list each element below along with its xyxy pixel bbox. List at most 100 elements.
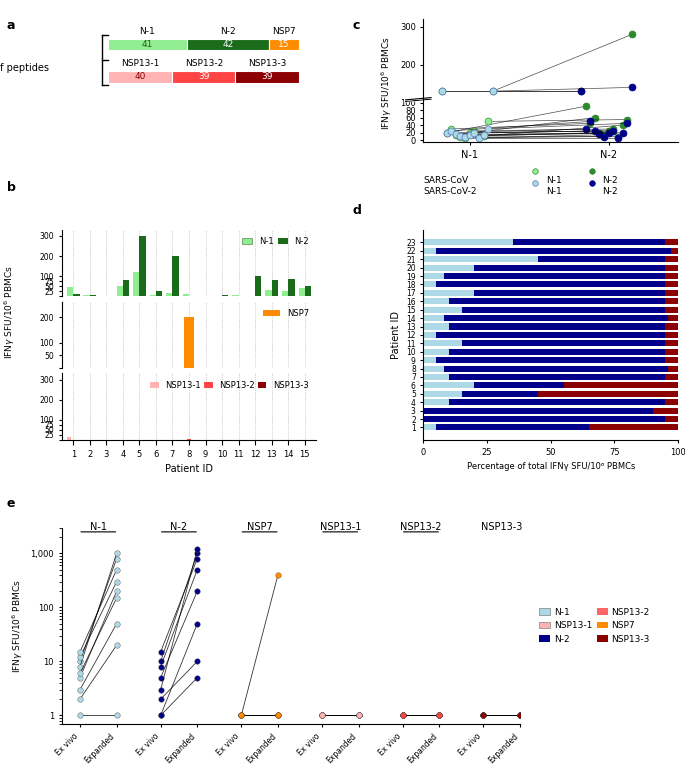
Bar (184, 317, 194, 368)
Bar (423, 248, 436, 254)
Bar (436, 357, 665, 363)
Text: 42: 42 (223, 40, 234, 49)
Bar (444, 273, 665, 279)
Bar (665, 332, 678, 338)
Bar (423, 374, 449, 380)
Bar (564, 383, 678, 388)
Bar (305, 286, 311, 296)
Text: NSP7: NSP7 (247, 522, 273, 532)
Text: SARS-CoV: SARS-CoV (423, 176, 469, 185)
Text: 15: 15 (278, 40, 290, 49)
Bar (665, 290, 678, 296)
Bar (462, 306, 665, 313)
Y-axis label: IFN$\gamma$ SFU/10$^6$ PBMCs: IFN$\gamma$ SFU/10$^6$ PBMCs (380, 35, 395, 129)
Text: b: b (7, 181, 16, 194)
Bar (423, 265, 474, 270)
Text: N-2: N-2 (171, 522, 188, 532)
Bar (66, 437, 71, 440)
Text: N-1: N-1 (90, 522, 107, 532)
Text: NSP13-1: NSP13-1 (320, 522, 361, 532)
X-axis label: Patient ID: Patient ID (165, 464, 213, 474)
Bar (67, 287, 73, 296)
Bar (444, 315, 668, 321)
Text: 39: 39 (261, 72, 273, 81)
Bar (671, 248, 678, 254)
Bar (449, 349, 665, 355)
Legend: NSP7: NSP7 (260, 306, 312, 322)
Bar (423, 349, 449, 355)
Bar (512, 239, 665, 246)
Bar (256, 276, 262, 296)
Legend: NSP13-1, NSP13-2, NSP13-3: NSP13-1, NSP13-2, NSP13-3 (147, 377, 312, 393)
Text: a: a (7, 19, 15, 32)
Text: NSP7: NSP7 (272, 27, 296, 36)
Text: SARS-CoV-2: SARS-CoV-2 (423, 187, 477, 196)
Bar (116, 286, 123, 296)
Bar (187, 439, 191, 440)
Bar (90, 295, 96, 296)
Bar (449, 374, 665, 380)
FancyBboxPatch shape (236, 71, 299, 82)
Bar (665, 306, 678, 313)
Bar (133, 272, 140, 296)
Bar (423, 366, 444, 372)
Bar (423, 298, 449, 304)
Y-axis label: IFN$\gamma$ SFU/10$^6$ PBMCs: IFN$\gamma$ SFU/10$^6$ PBMCs (10, 579, 25, 673)
Bar (665, 281, 678, 287)
Bar (589, 424, 678, 430)
FancyBboxPatch shape (172, 71, 236, 82)
Bar (665, 273, 678, 279)
Bar (665, 416, 678, 422)
Bar (123, 280, 129, 296)
Bar (166, 293, 173, 296)
Bar (272, 280, 278, 296)
Bar (73, 294, 79, 296)
Bar (423, 340, 462, 346)
Text: N-2: N-2 (221, 27, 236, 36)
Bar (282, 291, 288, 296)
Text: 39: 39 (198, 72, 210, 81)
Bar (668, 315, 678, 321)
Bar (462, 340, 665, 346)
Text: d: d (353, 204, 362, 217)
Bar (140, 236, 146, 296)
Bar (173, 256, 179, 296)
Bar (668, 366, 678, 372)
Bar (538, 390, 678, 397)
Legend: N-1, NSP13-1, N-2, NSP13-2, NSP7, NSP13-3: N-1, NSP13-1, N-2, NSP13-2, NSP7, NSP13-… (540, 608, 649, 644)
Bar (423, 323, 449, 330)
Text: 41: 41 (142, 40, 153, 49)
Bar (423, 315, 444, 321)
Bar (444, 366, 668, 372)
Bar (665, 357, 678, 363)
Bar (288, 280, 295, 296)
Y-axis label: Patient ID: Patient ID (390, 311, 401, 359)
Bar (266, 290, 272, 296)
Text: NSP13-3: NSP13-3 (481, 522, 522, 532)
Text: No. of peptides: No. of peptides (0, 63, 49, 73)
Bar (462, 390, 538, 397)
Bar (423, 332, 436, 338)
Text: N-2: N-2 (601, 187, 617, 196)
Bar (665, 256, 678, 263)
Bar (665, 265, 678, 270)
Bar (423, 416, 665, 422)
Bar (423, 256, 538, 263)
Text: NSP13-2: NSP13-2 (185, 59, 223, 69)
Bar (436, 424, 589, 430)
Bar (538, 256, 665, 263)
Bar (423, 281, 436, 287)
Bar (665, 374, 678, 380)
FancyBboxPatch shape (108, 71, 172, 82)
Bar (423, 357, 436, 363)
FancyBboxPatch shape (108, 38, 188, 51)
Bar (665, 298, 678, 304)
Bar (449, 399, 665, 405)
Bar (423, 306, 462, 313)
Text: N-1: N-1 (140, 27, 155, 36)
Bar (665, 239, 678, 246)
Bar (156, 291, 162, 296)
Bar (183, 294, 189, 296)
Text: IFN$\gamma$ SFU/10$^6$ PBMCs: IFN$\gamma$ SFU/10$^6$ PBMCs (3, 265, 18, 359)
Bar (423, 407, 653, 413)
